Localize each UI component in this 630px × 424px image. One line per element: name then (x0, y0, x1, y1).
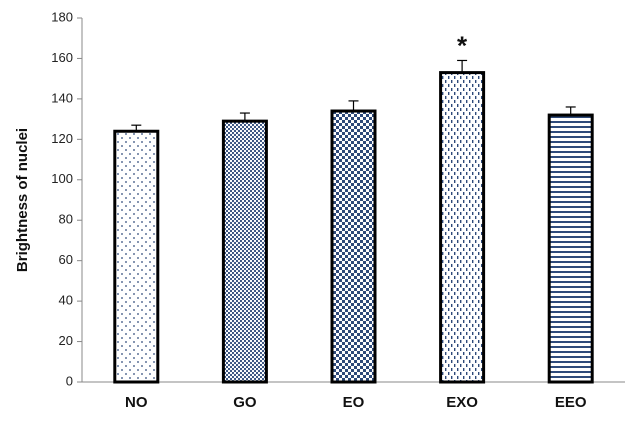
significance-marker: * (457, 30, 468, 60)
y-tick-label: 180 (51, 9, 73, 24)
bar-eeo (547, 113, 594, 384)
x-axis-labels: NO GO EO EXO EEO (125, 394, 587, 411)
y-tick-label: 60 (59, 252, 73, 267)
y-tick-label: 160 (51, 50, 73, 65)
y-axis-title: Brightness of nuclei (14, 128, 31, 272)
bar-no (113, 129, 160, 384)
y-tick-label: 140 (51, 90, 73, 105)
x-category-label: EXO (446, 394, 478, 411)
x-category-label: EO (343, 394, 365, 411)
y-tick-label: 80 (59, 212, 73, 227)
y-tick-label: 120 (51, 131, 73, 146)
x-category-label: GO (233, 394, 257, 411)
y-tick-label: 40 (59, 293, 73, 308)
bar-series (113, 59, 594, 384)
x-category-label: NO (125, 394, 148, 411)
bar-go (221, 119, 268, 384)
y-axis-ticks: 0 20 40 60 80 100 120 140 160 180 (51, 9, 82, 388)
bar-exo (439, 71, 486, 384)
x-category-label: EEO (555, 394, 587, 411)
annotation-layer: * (457, 30, 468, 60)
y-tick-label: 20 (59, 333, 73, 348)
bar-eo (330, 109, 377, 384)
y-tick-label: 100 (51, 171, 73, 186)
y-tick-label: 0 (66, 373, 73, 388)
